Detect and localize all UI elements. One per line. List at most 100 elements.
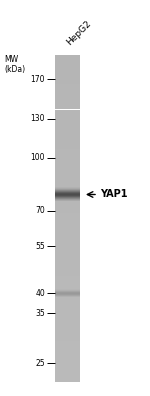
Bar <box>55 67 80 68</box>
Bar <box>55 137 80 138</box>
Bar <box>55 319 80 320</box>
Bar <box>55 324 80 326</box>
Bar <box>55 147 80 148</box>
Bar <box>55 175 80 176</box>
Bar <box>55 350 80 352</box>
Bar <box>55 194 80 196</box>
Bar <box>55 193 80 194</box>
Bar <box>55 249 80 250</box>
Bar <box>55 213 80 214</box>
Bar <box>55 118 80 119</box>
Bar <box>55 260 80 261</box>
Bar <box>55 92 80 93</box>
Bar <box>55 305 80 306</box>
Bar <box>55 210 80 211</box>
Bar <box>55 265 80 267</box>
Bar <box>55 183 80 184</box>
Bar <box>55 356 80 357</box>
Bar <box>55 190 80 191</box>
Bar <box>55 375 80 377</box>
Bar <box>55 109 80 110</box>
Bar <box>55 306 80 307</box>
Bar <box>55 300 80 301</box>
Bar <box>55 371 80 372</box>
Bar <box>55 103 80 104</box>
Text: 35: 35 <box>35 309 45 318</box>
Bar <box>55 125 80 126</box>
Bar <box>55 152 80 153</box>
Bar <box>55 59 80 61</box>
Bar <box>55 219 80 220</box>
Bar <box>55 373 80 374</box>
Bar <box>55 167 80 168</box>
Bar <box>55 124 80 125</box>
Bar <box>55 171 80 173</box>
Bar <box>55 58 80 59</box>
Bar <box>55 149 80 150</box>
Bar <box>55 272 80 273</box>
Bar <box>55 258 80 259</box>
Bar <box>55 197 80 198</box>
Bar <box>55 342 80 343</box>
Bar <box>55 309 80 310</box>
Bar <box>55 162 80 163</box>
Bar <box>55 293 80 294</box>
Bar <box>55 368 80 369</box>
Bar <box>55 246 80 247</box>
Bar <box>55 181 80 183</box>
Bar <box>55 188 80 189</box>
Bar <box>55 264 80 265</box>
Bar <box>55 289 80 290</box>
Bar <box>55 263 80 264</box>
Bar <box>55 331 80 332</box>
Bar <box>55 110 80 112</box>
Bar <box>55 191 80 192</box>
Bar <box>55 215 80 216</box>
Bar <box>55 235 80 236</box>
Bar <box>55 208 80 209</box>
Text: 130: 130 <box>30 114 45 123</box>
Bar <box>55 164 80 165</box>
Bar <box>55 93 80 94</box>
Bar <box>55 361 80 362</box>
Bar <box>55 174 80 175</box>
Bar <box>55 364 80 365</box>
Bar <box>55 145 80 147</box>
Bar <box>55 251 80 252</box>
Bar <box>55 78 80 79</box>
Bar <box>55 321 80 322</box>
Bar <box>55 141 80 142</box>
Bar <box>55 323 80 324</box>
Bar <box>55 355 80 356</box>
Bar <box>55 97 80 99</box>
Text: 55: 55 <box>35 242 45 251</box>
Bar <box>55 348 80 349</box>
Bar <box>55 180 80 181</box>
Bar <box>55 359 80 360</box>
Bar <box>55 56 80 57</box>
Bar <box>55 343 80 344</box>
Bar <box>55 233 80 234</box>
Bar <box>55 252 80 253</box>
Bar <box>55 327 80 329</box>
Bar <box>55 229 80 230</box>
Bar <box>55 139 80 140</box>
Bar <box>55 100 80 101</box>
Bar <box>55 150 80 151</box>
Text: YAP1: YAP1 <box>100 190 128 200</box>
Bar <box>55 379 80 380</box>
Bar <box>55 87 80 88</box>
Bar <box>55 198 80 199</box>
Bar <box>55 366 80 367</box>
Bar <box>55 284 80 285</box>
Bar <box>55 299 80 300</box>
Bar <box>55 267 80 268</box>
Bar <box>55 123 80 124</box>
Bar <box>55 202 80 203</box>
Bar <box>55 362 80 364</box>
Bar <box>55 314 80 316</box>
Bar <box>55 158 80 160</box>
Bar <box>55 297 80 298</box>
Bar <box>55 223 80 224</box>
Bar <box>55 285 80 286</box>
